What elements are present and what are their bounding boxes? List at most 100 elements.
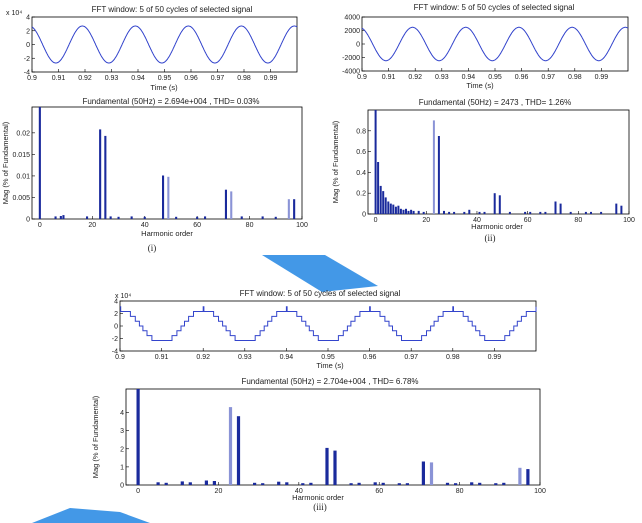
harmonic-bar — [180, 481, 184, 485]
watermark-arrow-upper — [262, 255, 378, 292]
ytick-label: 1 — [120, 464, 124, 471]
xtick-label: 0.9 — [115, 354, 125, 361]
xtick-label: 0 — [38, 222, 42, 229]
panel-2-signal-line — [361, 26, 629, 62]
ytick-label: 0 — [26, 42, 30, 49]
harmonic-bar — [325, 447, 329, 485]
panel-1-signal-exponent: x 10⁴ — [6, 10, 22, 17]
xtick-label: 0.98 — [568, 74, 582, 81]
xtick-label: 40 — [295, 488, 303, 495]
harmonic-bar — [620, 205, 623, 214]
xtick-label: 0.91 — [155, 354, 169, 361]
xtick-label: 100 — [534, 488, 546, 495]
ytick-label: 0 — [120, 483, 124, 490]
ytick-label: -4000 — [342, 69, 360, 76]
ytick-label: 4 — [120, 410, 124, 417]
harmonic-bar — [483, 211, 486, 214]
xtick-label: 100 — [296, 222, 308, 229]
harmonic-bar — [54, 216, 57, 219]
xtick-label: 0.91 — [382, 74, 396, 81]
harmonic-bar — [544, 211, 547, 214]
harmonic-bar — [253, 482, 257, 485]
harmonic-bar — [405, 483, 409, 485]
harmonic-bar — [99, 129, 102, 219]
ytick-label: 2 — [26, 28, 30, 35]
harmonic-bar — [407, 210, 410, 214]
xtick-label: 0.96 — [184, 75, 198, 82]
harmonic-bar — [204, 216, 207, 219]
ytick-label: 0.4 — [356, 170, 366, 177]
xtick-label: 40 — [141, 222, 149, 229]
xtick-label: 100 — [623, 217, 635, 224]
panel-1-spectrum-yticks: 0 0.005 0.01 0.015 0.02 — [12, 130, 35, 224]
harmonic-bar — [470, 482, 474, 485]
harmonic-bar — [454, 483, 458, 485]
harmonic-bar — [559, 203, 562, 214]
panel-1-signal-yticks: -4 -2 0 2 4 — [24, 15, 35, 77]
harmonic-bar — [468, 209, 471, 214]
panel-1-signal: FFT window: 5 of 50 cycles of selected s… — [6, 5, 298, 92]
xtick-label: 60 — [375, 488, 383, 495]
panel-1-spectrum: Fundamental (50Hz) = 2.694e+004 , THD= 0… — [1, 97, 308, 253]
harmonic-bar — [432, 120, 435, 214]
harmonic-bar — [394, 206, 397, 214]
harmonic-bar — [62, 215, 65, 219]
caption-fig-3: (iii) — [313, 502, 327, 512]
harmonic-bar — [357, 482, 361, 485]
ytick-label: 0 — [356, 42, 360, 49]
xtick-label: 0.93 — [105, 75, 119, 82]
xtick-label: 0 — [136, 488, 140, 495]
harmonic-bar — [569, 211, 572, 214]
harmonic-bar — [228, 407, 233, 485]
xtick-label: 0.97 — [541, 74, 555, 81]
panel-1-signal-xlabel: Time (s) — [150, 83, 178, 92]
panel-3-signal: FFT window: 5 of 50 cycles of selected s… — [112, 289, 537, 370]
xtick-label: 40 — [473, 217, 481, 224]
panel-3-spectrum-ylabel: Mag (% of Fundamental) — [91, 395, 100, 478]
panel-3-signal-line — [120, 306, 537, 341]
harmonic-bar — [130, 216, 133, 219]
panel-2-spectrum-bars — [374, 110, 623, 214]
ytick-label: 0.2 — [356, 191, 366, 198]
harmonic-bar — [554, 201, 557, 214]
panel-2-spectrum-xticks: 0 20 40 60 80 100 — [374, 211, 635, 224]
caption-fig-2: (ii) — [485, 233, 496, 243]
panel-1-signal-xticks: 0.9 0.91 0.92 0.93 0.94 0.95 0.96 0.97 0.98 0.99 — [27, 69, 277, 82]
panel-3-spectrum-xticks: 0 20 40 60 80 100 — [136, 482, 546, 495]
harmonic-bar — [212, 481, 216, 485]
xtick-label: 80 — [574, 217, 582, 224]
harmonic-bar — [285, 482, 289, 485]
ytick-label: -2000 — [342, 55, 360, 62]
harmonic-bar — [405, 208, 407, 214]
ytick-label: 0 — [362, 212, 366, 219]
harmonic-bar — [615, 203, 618, 214]
harmonic-bar — [443, 210, 445, 214]
harmonic-bar — [162, 175, 165, 219]
ytick-label: 2 — [114, 311, 118, 318]
panel-1-spectrum-frame — [31, 106, 303, 220]
harmonic-bar — [478, 482, 482, 485]
panel-1-signal-frame — [31, 16, 298, 73]
xtick-label: 0.98 — [446, 354, 460, 361]
panel-1-spectrum-title: Fundamental (50Hz) = 2.694e+004 , THD= 0… — [82, 97, 259, 106]
harmonic-bar — [410, 209, 413, 214]
xtick-label: 20 — [215, 488, 223, 495]
xtick-label: 80 — [456, 488, 464, 495]
xtick-label: 0.95 — [488, 74, 502, 81]
xtick-label: 0.96 — [515, 74, 529, 81]
ytick-label: 0.005 — [12, 195, 30, 202]
harmonic-bar — [164, 482, 168, 485]
harmonic-bar — [59, 216, 62, 219]
harmonic-bar — [412, 210, 415, 214]
harmonic-bar — [422, 211, 425, 214]
harmonic-bar — [277, 481, 281, 485]
xtick-label: 60 — [524, 217, 532, 224]
panel-3-signal-xlabel: Time (s) — [316, 361, 344, 370]
ytick-label: 0.02 — [16, 130, 30, 137]
harmonic-bar — [397, 483, 401, 485]
panel-3-spectrum-frame — [125, 388, 541, 486]
harmonic-bar — [417, 210, 420, 214]
xtick-label: 0.9 — [27, 75, 37, 82]
xtick-label: 0.92 — [78, 75, 92, 82]
